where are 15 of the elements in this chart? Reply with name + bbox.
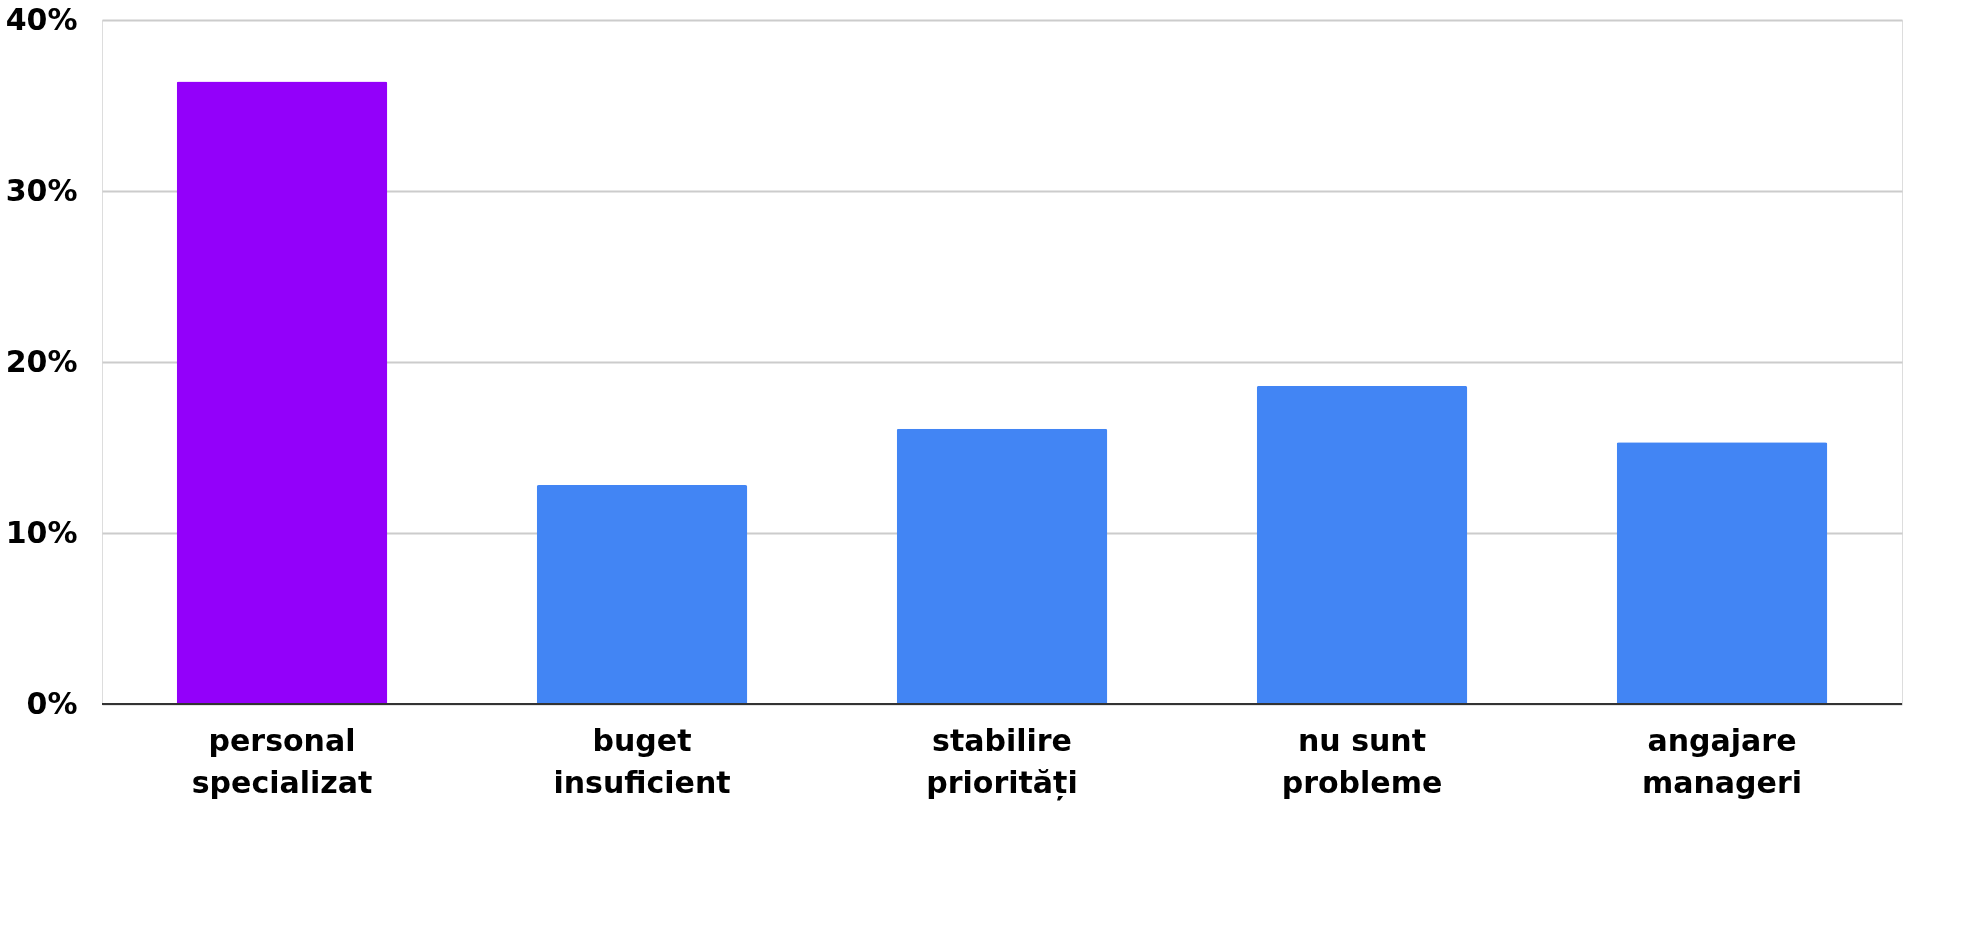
bar [1616, 442, 1828, 704]
x-tick-label: angajare manageri [1641, 722, 1803, 800]
y-tick-label: 40% [5, 1, 78, 37]
y-tick-label: 10% [5, 514, 78, 550]
x-tick-label: personal specializat [191, 722, 373, 800]
bar [176, 81, 388, 704]
y-tick-label: 20% [5, 343, 78, 379]
x-tick-label: buget insuficient [553, 722, 731, 800]
bar [1256, 385, 1468, 704]
x-tick-label: nu sunt probleme [1281, 722, 1443, 800]
bar [536, 485, 748, 704]
bar [896, 428, 1108, 704]
y-tick-label: 30% [5, 172, 78, 208]
y-tick-label: 0% [26, 685, 78, 721]
x-tick-label: stabilire priorități [926, 722, 1078, 801]
